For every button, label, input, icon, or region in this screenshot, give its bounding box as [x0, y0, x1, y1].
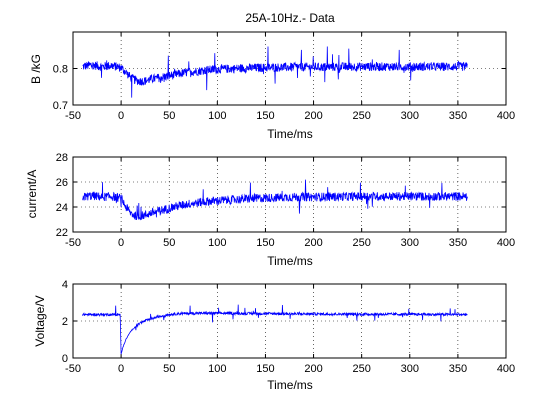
x-tick-label: 0: [118, 363, 124, 375]
x-tick-label: 300: [401, 110, 419, 122]
axes-box: [72, 31, 507, 106]
x-tick-label: 250: [352, 110, 370, 122]
y-tick-label: 0.7: [53, 100, 68, 112]
x-tick-label: 0: [118, 237, 124, 249]
x-tick-label: 400: [497, 363, 515, 375]
subplot-2: -50 0 50 100 150 200 250 300 350 400 22 24 26 28 Time…: [25, 152, 515, 268]
x-tick-label: 300: [401, 237, 419, 249]
x-tick-label: 100: [208, 110, 226, 122]
x-tick-label: 50: [163, 237, 175, 249]
x-tick-label: 150: [256, 363, 274, 375]
y-axis-label-3: Voltage/V: [33, 295, 47, 346]
y-tick-label: 26: [56, 177, 68, 189]
y-axis-label-1: B /kG: [29, 54, 43, 84]
y-tick-label: 28: [56, 152, 68, 164]
x-tick-label: 350: [449, 110, 467, 122]
y-axis-label-2: current/A: [25, 170, 39, 219]
x-tick-label: 200: [304, 237, 322, 249]
x-tick-label: 0: [118, 110, 124, 122]
y-tick-label: 4: [62, 279, 68, 291]
x-tick-label: 350: [449, 363, 467, 375]
x-tick-label: 400: [497, 110, 515, 122]
x-tick-label: 200: [304, 110, 322, 122]
series-line: [82, 304, 468, 355]
y-tick-label: 0: [62, 353, 68, 365]
x-axis-label-2: Time/ms: [267, 254, 313, 268]
x-tick-label: 200: [304, 363, 322, 375]
plot-area-2: -50 0 50 100 150 200 250 300 350 400 22 24 26 28: [56, 152, 515, 249]
x-axis-label-3: Time/ms: [267, 378, 313, 392]
x-tick-label: 300: [401, 363, 419, 375]
x-tick-label: 400: [497, 237, 515, 249]
y-tick-label: 24: [56, 202, 68, 214]
x-tick-label: -50: [65, 110, 81, 122]
subplot-1: 25A-10Hz.- Data -50 0 50 100 150 200 250 300 350…: [29, 11, 515, 141]
plot-area-1: -50 0 50 100 150 200 250 300 350 400 0.7 0.8: [53, 31, 515, 122]
x-tick-label: 50: [163, 110, 175, 122]
axes-box: [72, 156, 507, 233]
series-line: [82, 179, 468, 221]
x-tick-label: 150: [256, 110, 274, 122]
x-tick-label: 350: [449, 237, 467, 249]
y-tick-label: 22: [56, 227, 68, 239]
y-tick-label: 0.8: [53, 64, 68, 76]
y-tick-label: 2: [62, 316, 68, 328]
x-tick-label: 250: [352, 237, 370, 249]
x-tick-label: 250: [352, 363, 370, 375]
x-tick-label: 100: [208, 363, 226, 375]
x-tick-label: 100: [208, 237, 226, 249]
x-axis-label-1: Time/ms: [267, 127, 313, 141]
x-tick-label: 50: [163, 363, 175, 375]
x-tick-label: -50: [65, 237, 81, 249]
chart-title: 25A-10Hz.- Data: [245, 11, 335, 25]
x-tick-label: 150: [256, 237, 274, 249]
series-line: [82, 46, 468, 98]
x-tick-label: -50: [65, 363, 81, 375]
axes-box: [72, 283, 507, 359]
